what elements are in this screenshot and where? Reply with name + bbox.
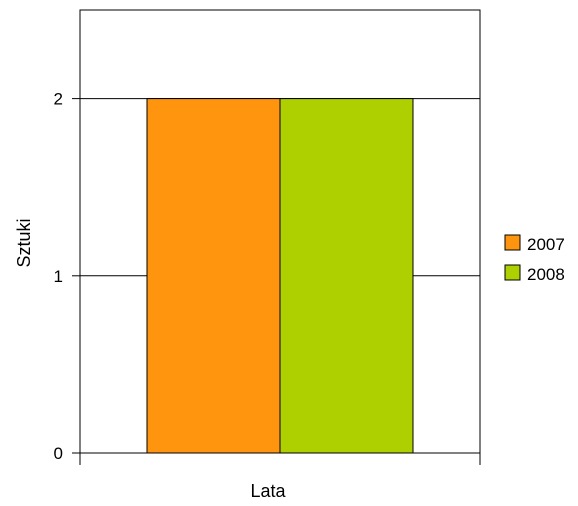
legend-label: 2008 — [527, 265, 565, 284]
legend: 2007 2008 — [504, 234, 565, 284]
y-tick-label: 0 — [54, 444, 63, 463]
y-tick-label: 2 — [54, 90, 63, 109]
axes — [72, 98, 481, 465]
y-axis-label: Sztuki — [14, 218, 34, 267]
legend-swatch — [504, 234, 521, 251]
bars — [146, 98, 414, 454]
bar-2008 — [279, 98, 414, 454]
x-axis-label: Lata — [250, 481, 286, 501]
y-tick-labels: 0 1 2 — [54, 90, 63, 463]
legend-label: 2007 — [527, 235, 565, 254]
y-tick-label: 1 — [54, 267, 63, 286]
bar-2007 — [146, 98, 281, 454]
legend-swatch — [504, 264, 521, 281]
